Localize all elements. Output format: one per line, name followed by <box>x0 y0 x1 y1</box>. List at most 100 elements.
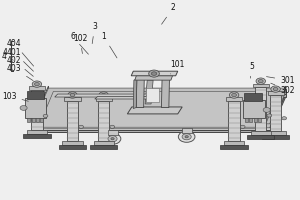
Polygon shape <box>36 118 39 122</box>
Circle shape <box>110 125 115 128</box>
Circle shape <box>99 92 108 98</box>
Circle shape <box>271 86 280 92</box>
Circle shape <box>101 93 106 97</box>
Polygon shape <box>228 101 240 141</box>
Circle shape <box>229 92 239 98</box>
Circle shape <box>267 114 272 117</box>
Polygon shape <box>266 131 286 135</box>
Polygon shape <box>226 97 242 101</box>
Text: 402: 402 <box>7 56 33 76</box>
Text: 103: 103 <box>2 92 28 101</box>
Polygon shape <box>270 95 281 131</box>
Polygon shape <box>32 130 270 132</box>
Polygon shape <box>95 96 157 99</box>
Text: 3: 3 <box>92 22 97 44</box>
Polygon shape <box>32 125 270 130</box>
Circle shape <box>256 78 266 84</box>
Text: 4: 4 <box>2 52 7 61</box>
Polygon shape <box>245 118 248 122</box>
Polygon shape <box>32 88 286 124</box>
Circle shape <box>20 106 27 110</box>
Circle shape <box>263 108 270 112</box>
Text: 403: 403 <box>7 64 33 81</box>
Polygon shape <box>96 97 112 101</box>
Text: 4: 4 <box>3 48 13 60</box>
Text: 2: 2 <box>162 3 176 24</box>
Polygon shape <box>270 86 286 130</box>
Polygon shape <box>262 135 289 139</box>
Circle shape <box>34 83 39 86</box>
Circle shape <box>70 93 75 97</box>
Polygon shape <box>29 86 45 90</box>
Text: 6: 6 <box>70 32 88 54</box>
Circle shape <box>232 93 236 97</box>
Polygon shape <box>98 101 109 141</box>
Polygon shape <box>64 97 80 101</box>
Text: 302: 302 <box>271 83 295 95</box>
Text: 101: 101 <box>170 60 185 74</box>
Circle shape <box>182 134 191 140</box>
Text: 1: 1 <box>101 32 117 58</box>
Text: 404: 404 <box>7 39 34 66</box>
Circle shape <box>108 136 117 142</box>
Circle shape <box>149 70 159 77</box>
Polygon shape <box>145 80 153 104</box>
Polygon shape <box>47 125 255 128</box>
Circle shape <box>68 92 77 98</box>
Circle shape <box>32 81 42 87</box>
Polygon shape <box>247 135 274 139</box>
Polygon shape <box>251 131 271 135</box>
Circle shape <box>178 131 195 142</box>
Polygon shape <box>67 101 78 141</box>
Polygon shape <box>258 118 261 122</box>
Text: 301: 301 <box>266 76 295 85</box>
Polygon shape <box>49 94 286 97</box>
Polygon shape <box>90 145 117 149</box>
Text: 401: 401 <box>7 48 34 71</box>
Polygon shape <box>250 118 253 122</box>
Polygon shape <box>136 79 144 108</box>
Polygon shape <box>31 90 43 130</box>
Polygon shape <box>131 71 178 76</box>
Polygon shape <box>182 128 192 133</box>
Polygon shape <box>32 86 49 130</box>
Polygon shape <box>268 91 284 95</box>
Circle shape <box>79 125 83 128</box>
Polygon shape <box>32 92 286 128</box>
Polygon shape <box>127 107 182 114</box>
Circle shape <box>111 138 114 140</box>
Polygon shape <box>38 93 279 129</box>
Polygon shape <box>55 94 148 97</box>
Polygon shape <box>107 130 118 135</box>
Circle shape <box>282 117 286 120</box>
Polygon shape <box>27 130 47 134</box>
Circle shape <box>43 114 48 117</box>
Polygon shape <box>59 145 86 149</box>
Polygon shape <box>32 94 49 133</box>
Polygon shape <box>32 118 34 122</box>
Circle shape <box>273 87 278 91</box>
Polygon shape <box>25 98 46 118</box>
Polygon shape <box>26 91 44 99</box>
Circle shape <box>152 72 157 75</box>
Polygon shape <box>62 141 82 145</box>
Polygon shape <box>27 118 30 122</box>
Polygon shape <box>255 87 266 131</box>
Text: 102: 102 <box>73 34 87 54</box>
Polygon shape <box>244 93 262 101</box>
Polygon shape <box>253 84 269 87</box>
Circle shape <box>240 125 245 128</box>
Polygon shape <box>146 88 159 102</box>
Polygon shape <box>243 100 265 118</box>
Circle shape <box>258 80 263 83</box>
Polygon shape <box>220 145 248 149</box>
Polygon shape <box>47 122 255 125</box>
Text: 5: 5 <box>249 62 254 78</box>
Polygon shape <box>254 118 256 122</box>
Polygon shape <box>161 79 169 108</box>
Polygon shape <box>23 134 51 138</box>
Polygon shape <box>224 141 244 145</box>
Polygon shape <box>94 141 114 145</box>
Circle shape <box>185 136 188 138</box>
Polygon shape <box>49 89 286 94</box>
